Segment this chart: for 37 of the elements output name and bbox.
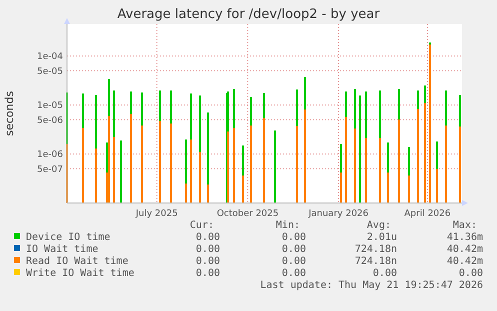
text: 40.42m bbox=[446, 244, 483, 255]
text: 724.18n bbox=[354, 256, 397, 267]
text: 0.00 bbox=[196, 244, 220, 255]
text: 2.01u bbox=[366, 232, 397, 243]
x-tick-label: October 2025 bbox=[216, 209, 279, 219]
text: Max: bbox=[452, 220, 477, 231]
text: 0.00 bbox=[196, 268, 220, 279]
text: 0.00 bbox=[372, 268, 397, 279]
chart-title: Average latency for /dev/loop2 - by year bbox=[117, 7, 380, 22]
text: 724.18n bbox=[354, 244, 397, 255]
y-tick-label: 1e-06 bbox=[37, 150, 64, 160]
text: 0.00 bbox=[282, 232, 306, 243]
legend-label: Read IO Wait time bbox=[26, 256, 128, 267]
text: 0.00 bbox=[282, 256, 306, 267]
x-tick-label: July 2025 bbox=[134, 209, 178, 219]
text: Cur: bbox=[190, 220, 214, 231]
x-tick-label: April 2026 bbox=[404, 209, 451, 219]
y-tick-label: 1e-04 bbox=[37, 52, 64, 62]
legend-label: Write IO Wait time bbox=[26, 268, 134, 279]
text: 0.00 bbox=[282, 268, 306, 279]
text: 0.00 bbox=[196, 232, 220, 243]
text: 0.00 bbox=[282, 244, 306, 255]
legend-label: Device IO time bbox=[26, 232, 110, 243]
text: 0.00 bbox=[458, 268, 483, 279]
text: 40.42m bbox=[446, 256, 483, 267]
y-axis-title: seconds bbox=[3, 90, 16, 136]
text: Min: bbox=[276, 220, 300, 231]
y-tick-label: 5e-06 bbox=[37, 116, 64, 126]
x-tick-label: January 2026 bbox=[308, 209, 369, 219]
legend-label: IO Wait time bbox=[26, 244, 98, 255]
y-tick-label: 5e-07 bbox=[37, 164, 63, 175]
text: 0.00 bbox=[196, 256, 220, 267]
text: Last update: Thu May 21 19:25:47 2026 bbox=[260, 280, 483, 291]
y-tick-label: 1e-05 bbox=[37, 101, 63, 112]
text: 41.36m bbox=[446, 232, 483, 243]
text: Avg: bbox=[366, 220, 391, 231]
y-tick-label: 5e-05 bbox=[37, 66, 63, 77]
